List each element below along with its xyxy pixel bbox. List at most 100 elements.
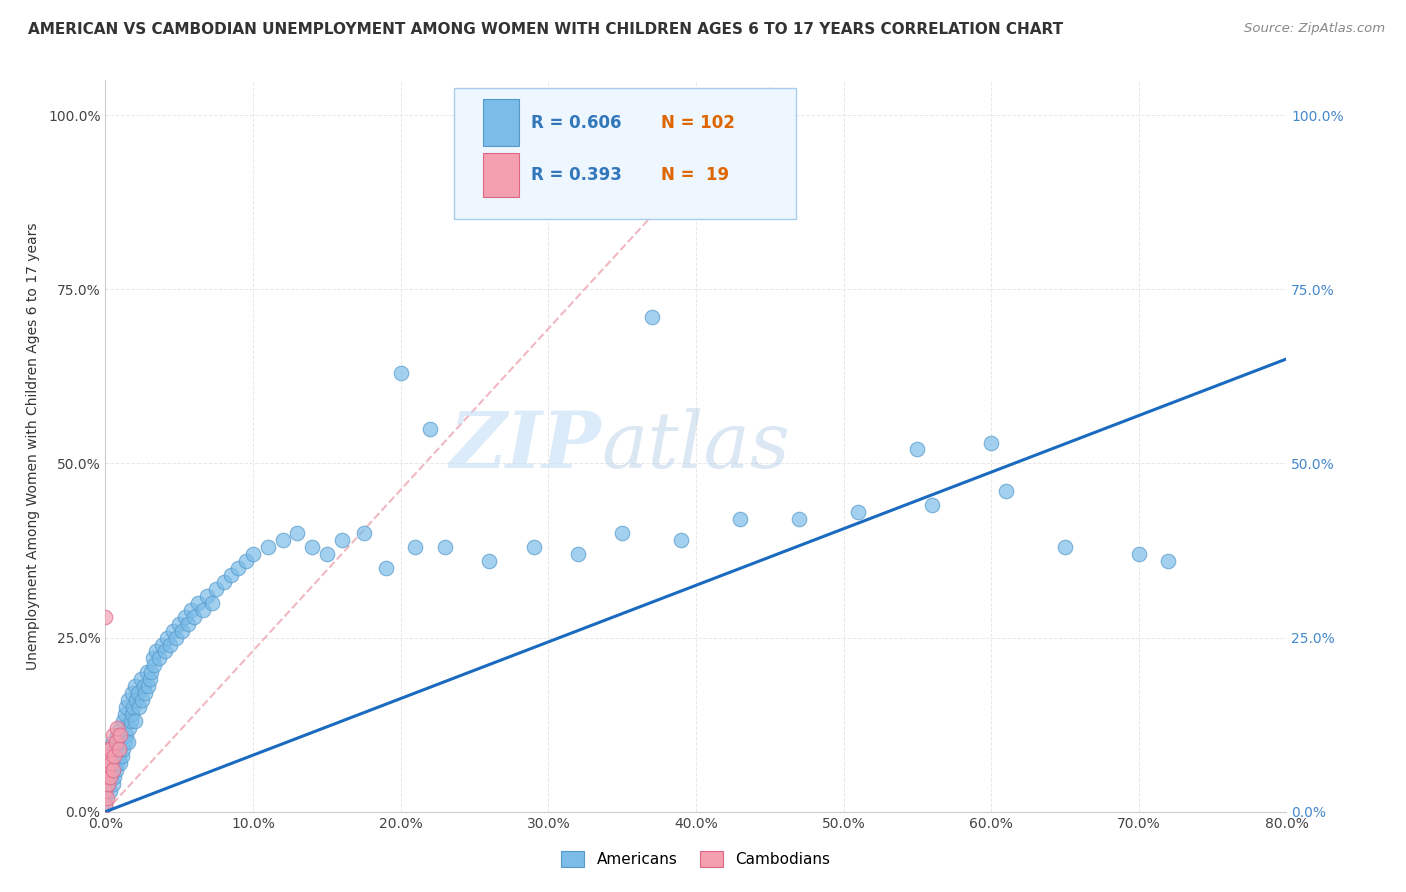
Point [103,749,125,764]
Point [177,616,200,631]
Point [98,770,121,784]
Point [101,777,124,791]
Point [104,742,127,756]
Text: R = 0.606: R = 0.606 [530,113,621,132]
Point [141,665,163,680]
Point [1054,540,1077,554]
Point [581,199,603,213]
Point [389,366,412,380]
Point [115,728,138,742]
Point [104,735,127,749]
Text: ZIP: ZIP [450,408,602,484]
Point [610,526,633,541]
Point [122,700,145,714]
Point [94,797,117,812]
Point [132,679,155,693]
Point [107,749,129,764]
Point [1128,547,1150,561]
Point [120,714,142,728]
Point [205,582,228,596]
Point [110,756,132,770]
Point [905,442,928,457]
Point [94,770,117,784]
Point [138,673,162,687]
Point [153,644,176,658]
Point [115,700,138,714]
Point [101,728,124,742]
Point [129,673,152,687]
Point [127,686,149,700]
Point [787,512,810,526]
Point [114,735,136,749]
Point [226,561,250,575]
Point [110,728,132,742]
Point [150,638,173,652]
Point [131,693,153,707]
Point [142,651,165,665]
Point [201,596,224,610]
Point [94,784,117,798]
FancyBboxPatch shape [484,153,519,197]
Point [98,784,121,798]
Point [165,631,187,645]
Point [522,540,544,554]
Point [96,790,118,805]
Point [287,526,309,541]
Point [98,749,121,764]
Point [110,721,132,735]
Point [107,742,129,756]
Text: atlas: atlas [602,408,790,484]
Text: Source: ZipAtlas.com: Source: ZipAtlas.com [1244,22,1385,36]
Point [100,742,122,756]
Point [219,567,242,582]
Point [434,540,457,554]
Point [100,756,122,770]
Point [405,540,427,554]
Point [134,686,156,700]
Point [330,533,353,547]
Point [96,763,118,777]
Point [187,596,209,610]
Point [135,665,157,680]
Point [96,770,118,784]
Point [101,735,124,749]
Point [148,651,170,665]
Point [118,721,141,735]
Point [111,728,134,742]
Point [98,756,121,770]
FancyBboxPatch shape [454,87,796,219]
Point [191,603,214,617]
Point [671,533,693,547]
Point [846,505,869,519]
Point [567,547,589,561]
Point [94,742,117,756]
Point [107,735,129,749]
Point [94,797,117,812]
Text: N = 102: N = 102 [661,113,734,132]
Point [143,658,166,673]
Point [94,756,117,770]
Legend: Americans, Cambodians: Americans, Cambodians [555,846,837,873]
Point [96,777,118,791]
Point [315,547,337,561]
Point [235,554,257,568]
FancyBboxPatch shape [484,99,519,146]
Point [114,707,136,722]
Point [97,763,120,777]
Point [180,603,202,617]
Point [104,763,127,777]
Point [478,554,501,568]
Point [105,721,128,735]
Point [112,714,135,728]
Point [921,498,943,512]
Point [353,526,375,541]
Point [124,679,146,693]
Point [242,547,264,561]
Point [117,693,139,707]
Point [100,770,122,784]
Point [128,700,150,714]
Point [121,686,143,700]
Point [124,714,146,728]
Point [103,749,125,764]
Point [162,624,184,638]
